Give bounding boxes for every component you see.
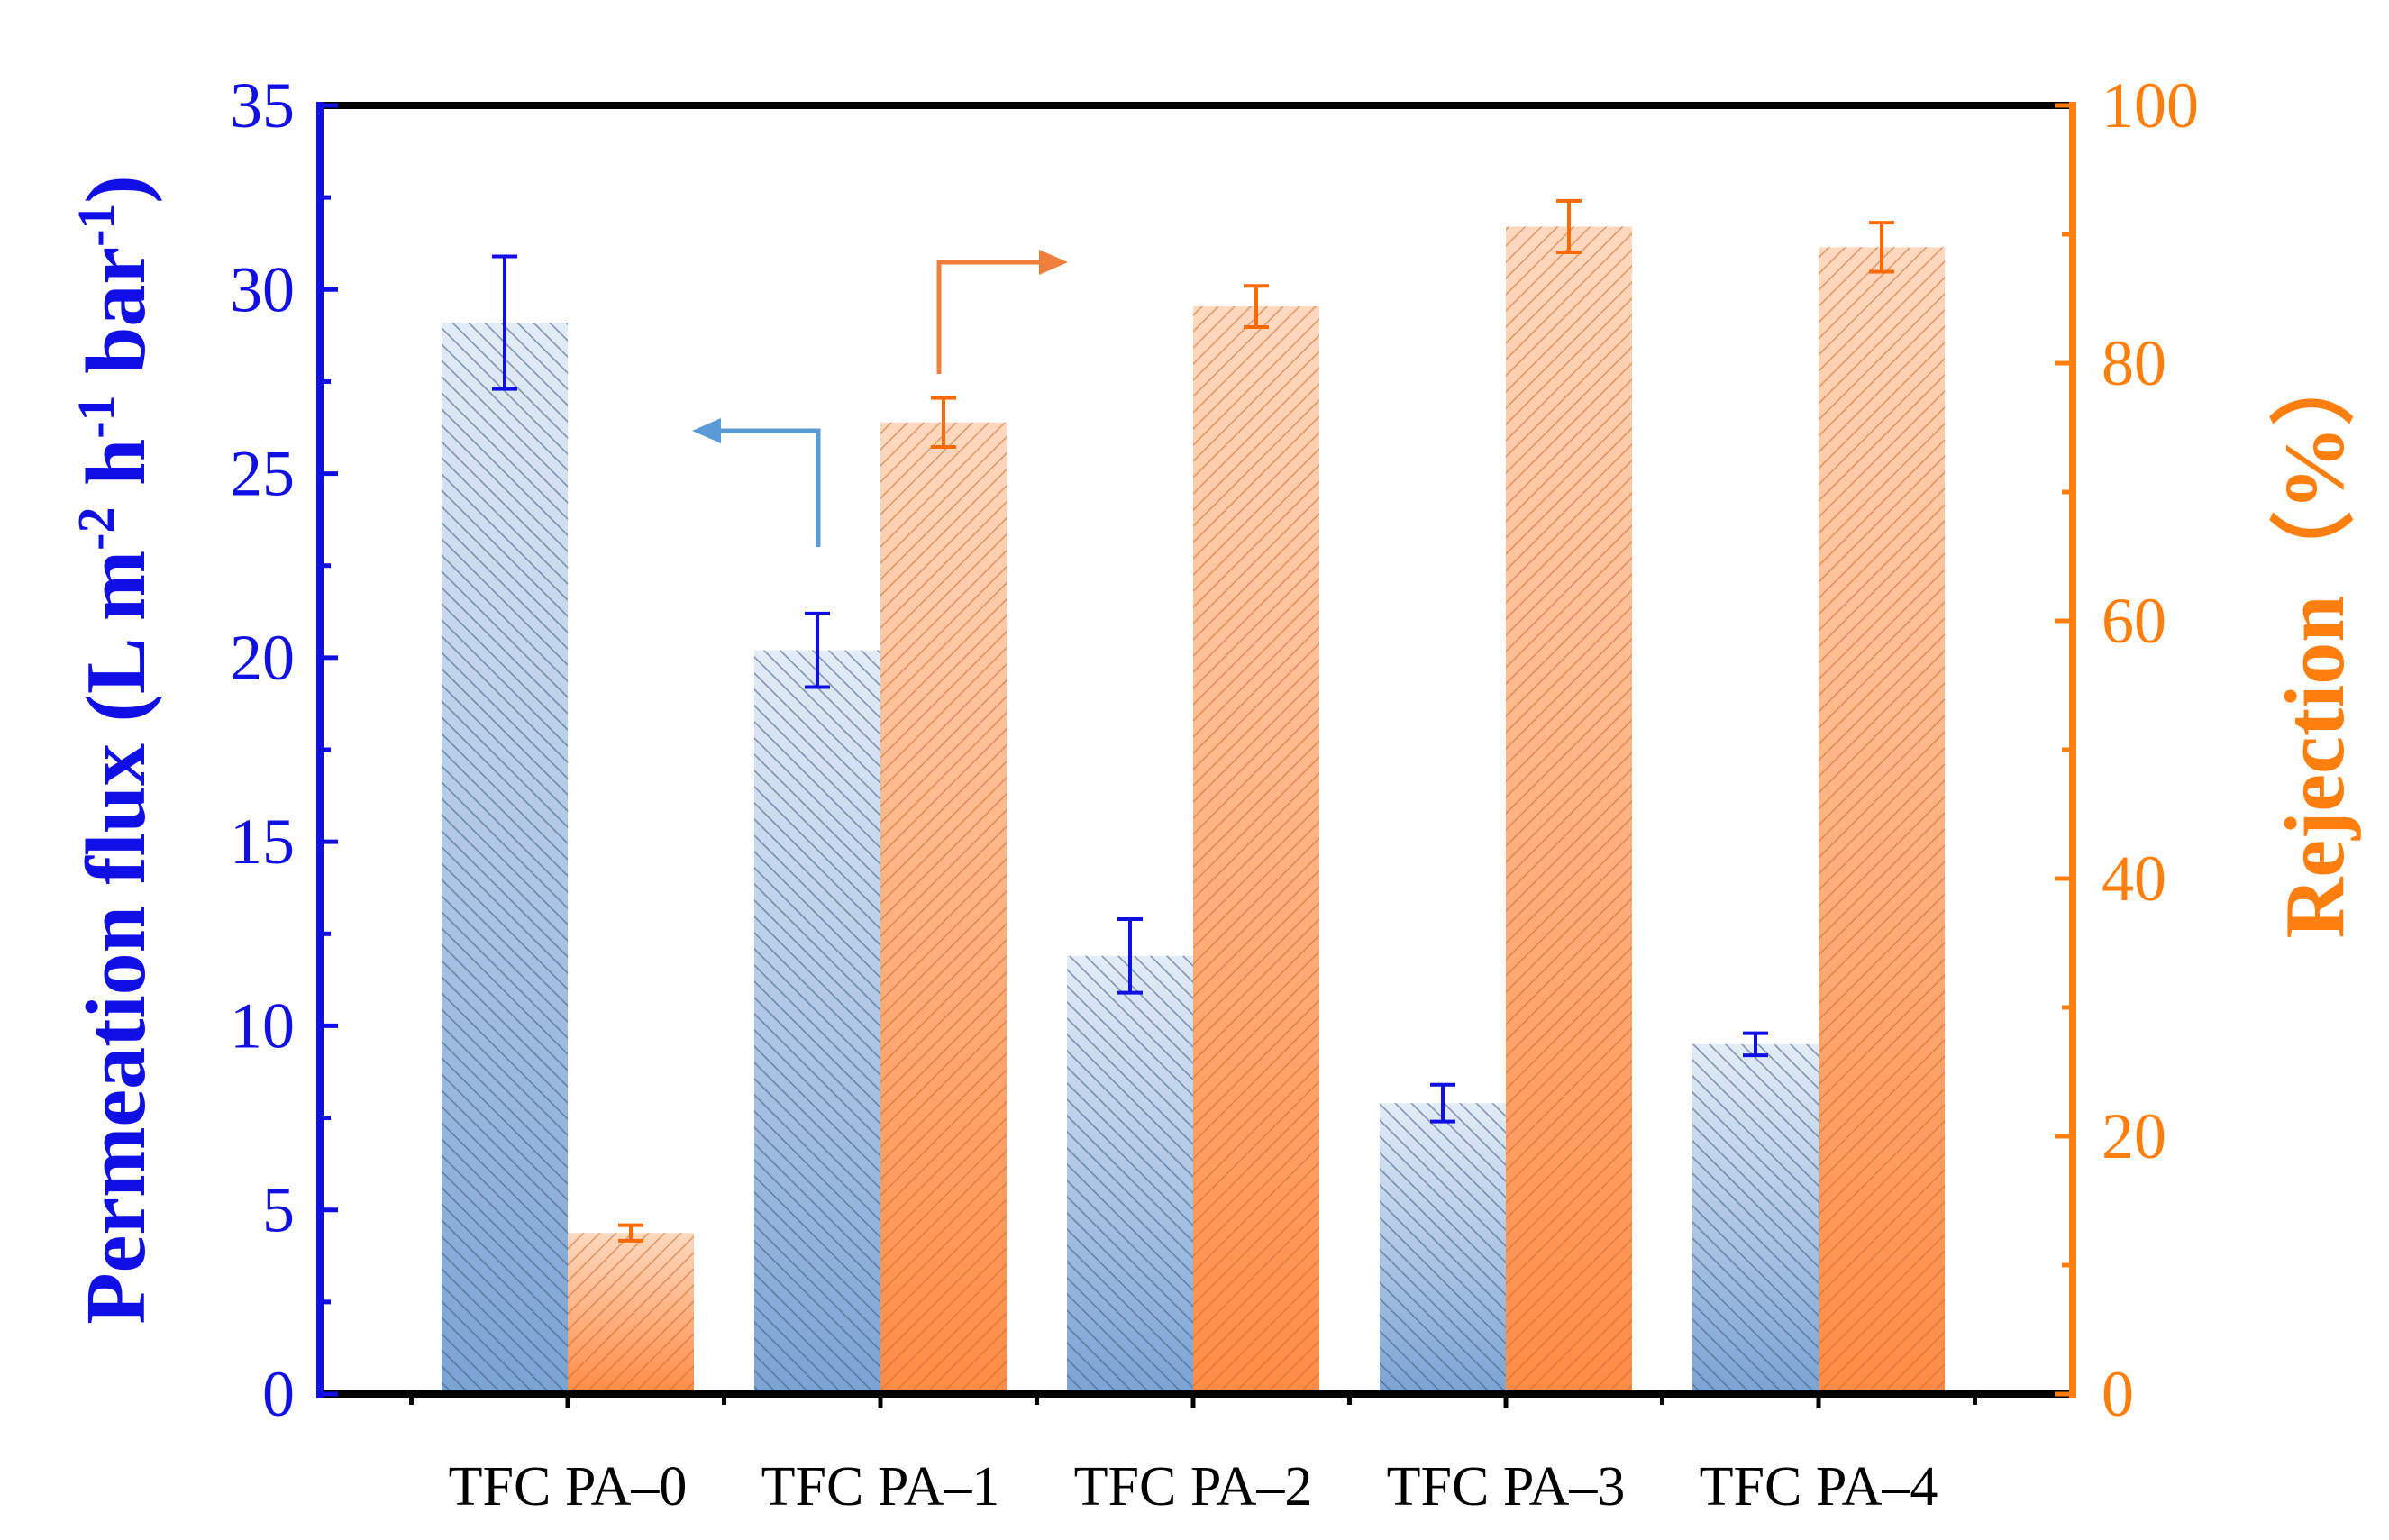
error-bars-layer bbox=[492, 198, 1894, 1243]
left-axis-title-mid1: h bbox=[69, 439, 163, 507]
left-axis-title-end: ) bbox=[69, 175, 163, 203]
x-ticks bbox=[409, 1394, 1977, 1408]
left-tick-label-20: 20 bbox=[230, 622, 295, 694]
left-axis-ticks: 0 5 10 15 20 25 30 35 bbox=[230, 69, 338, 1430]
rejection-error-bar-1 bbox=[931, 396, 956, 449]
category-label-3: TFC PA–3 bbox=[1387, 1456, 1626, 1517]
right-tick-label-60: 60 bbox=[2102, 585, 2166, 657]
rejection-error-bar-4 bbox=[1869, 221, 1894, 274]
rejection-error-bar-3 bbox=[1556, 198, 1582, 255]
flux-bar-2-hatch bbox=[1067, 955, 1193, 1394]
category-label-1: TFC PA–1 bbox=[761, 1456, 1000, 1517]
left-tick-label-25: 25 bbox=[230, 438, 295, 510]
bars-layer bbox=[442, 226, 1945, 1395]
flux-bar-0-hatch bbox=[442, 323, 568, 1394]
left-axis-title: Permeation flux (L m-2 h-1 bar-1) bbox=[67, 175, 163, 1324]
flux-arrow-annotation bbox=[692, 418, 821, 547]
left-axis-title-sup1: -2 bbox=[67, 507, 125, 551]
flux-bar-4-hatch bbox=[1692, 1043, 1819, 1394]
right-tick-label-20: 20 bbox=[2102, 1100, 2166, 1172]
right-tick-label-100: 100 bbox=[2102, 69, 2199, 141]
right-tick-label-80: 80 bbox=[2102, 327, 2166, 399]
left-tick-label-5: 5 bbox=[262, 1174, 295, 1246]
left-axis-title-sup2: -1 bbox=[67, 395, 125, 438]
rejection-bar-1-hatch bbox=[880, 422, 1007, 1394]
category-label-2: TFC PA–2 bbox=[1074, 1456, 1313, 1517]
rejection-error-bar-2 bbox=[1244, 284, 1269, 329]
left-axis-title-mid2: bar bbox=[69, 247, 163, 396]
flux-error-bar-3 bbox=[1430, 1082, 1455, 1124]
left-tick-label-35: 35 bbox=[230, 69, 295, 141]
flux-bar-1-hatch bbox=[754, 650, 880, 1394]
left-tick-label-10: 10 bbox=[230, 989, 295, 1062]
rejection-bar-4-hatch bbox=[1819, 247, 1945, 1394]
right-tick-label-40: 40 bbox=[2102, 843, 2166, 915]
rejection-error-bar-0 bbox=[618, 1223, 643, 1243]
rejection-bar-2-hatch bbox=[1193, 306, 1319, 1395]
rejection-bar-0-hatch bbox=[568, 1233, 694, 1394]
left-tick-label-30: 30 bbox=[230, 253, 295, 325]
flux-error-bar-0 bbox=[492, 254, 517, 391]
category-label-4: TFC PA–4 bbox=[1700, 1456, 1938, 1517]
category-labels: TFC PA–0 TFC PA–1 TFC PA–2 TFC PA–3 TFC PA–4 bbox=[449, 1456, 1938, 1517]
left-axis-title-main: Permeation flux (L m bbox=[69, 551, 163, 1325]
left-tick-label-15: 15 bbox=[230, 806, 295, 878]
flux-bar-3-hatch bbox=[1380, 1103, 1506, 1394]
flux-error-bar-1 bbox=[805, 611, 830, 689]
flux-error-bar-2 bbox=[1117, 916, 1143, 995]
flux-error-bar-4 bbox=[1743, 1031, 1768, 1058]
rejection-arrow-annotation bbox=[936, 250, 1068, 374]
category-label-0: TFC PA–0 bbox=[449, 1456, 688, 1517]
right-tick-label-0: 0 bbox=[2102, 1358, 2134, 1430]
right-axis-title: Rejection（%） bbox=[2268, 341, 2362, 938]
left-axis-title-sup3: -1 bbox=[67, 204, 125, 247]
left-tick-label-0: 0 bbox=[262, 1358, 295, 1430]
rejection-bar-3-hatch bbox=[1506, 226, 1632, 1394]
right-axis-ticks: 0 20 40 60 80 100 bbox=[2055, 69, 2199, 1430]
